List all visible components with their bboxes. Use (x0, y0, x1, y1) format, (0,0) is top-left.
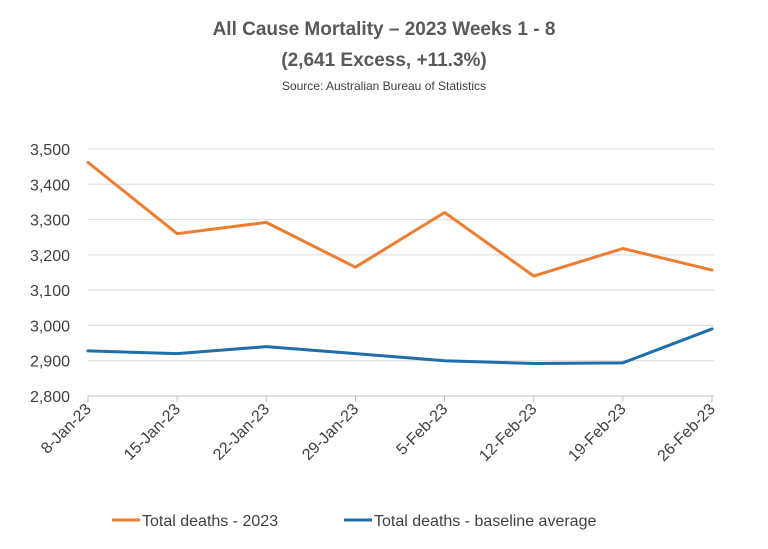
x-tick-label: 8-Jan-23 (38, 401, 95, 458)
x-axis-ticks: 8-Jan-23 15-Jan-23 22-Jan-23 29-Jan-23 5-Feb… (38, 401, 719, 465)
x-tick-label: 12-Feb-23 (476, 401, 540, 465)
legend: Total deaths - 2023 Total deaths - baseli… (112, 513, 596, 530)
x-axis (87, 395, 714, 402)
x-tick-label: 29-Jan-23 (299, 401, 362, 464)
y-tick-label: 3,100 (30, 283, 70, 300)
y-tick-label: 3,300 (30, 213, 70, 230)
y-axis-ticks: 2,800 2,900 3,000 3,100 3,200 3,300 3,400 3,500 (30, 142, 70, 406)
y-tick-label: 2,800 (30, 389, 70, 406)
x-tick-label: 5-Feb-23 (393, 401, 451, 459)
series-line-1 (86, 160, 714, 278)
x-tick-label: 15-Jan-23 (121, 401, 184, 464)
y-tick-label: 3,500 (30, 142, 70, 159)
y-tick-label: 3,200 (30, 248, 70, 265)
x-tick-label: 26-Feb-23 (655, 401, 719, 465)
legend-label-2: Total deaths - baseline average (374, 513, 596, 530)
x-tick-label: 22-Jan-23 (210, 401, 273, 464)
series-lines (86, 160, 714, 366)
y-tick-label: 3,000 (30, 318, 70, 335)
chart-subtitle: (2,641 Excess, +11.3%) (281, 50, 487, 71)
legend-label-1: Total deaths - 2023 (142, 513, 278, 530)
gridlines (88, 148, 714, 362)
series-line-2 (86, 327, 714, 366)
chart-source: Source: Australian Bureau of Statistics (281, 79, 487, 93)
y-tick-label: 3,400 (30, 177, 70, 194)
y-tick-label: 2,900 (30, 354, 70, 371)
x-tick-label: 19-Feb-23 (565, 401, 629, 465)
chart-title: All Cause Mortality – 2023 Weeks 1 - 8 (212, 19, 556, 40)
